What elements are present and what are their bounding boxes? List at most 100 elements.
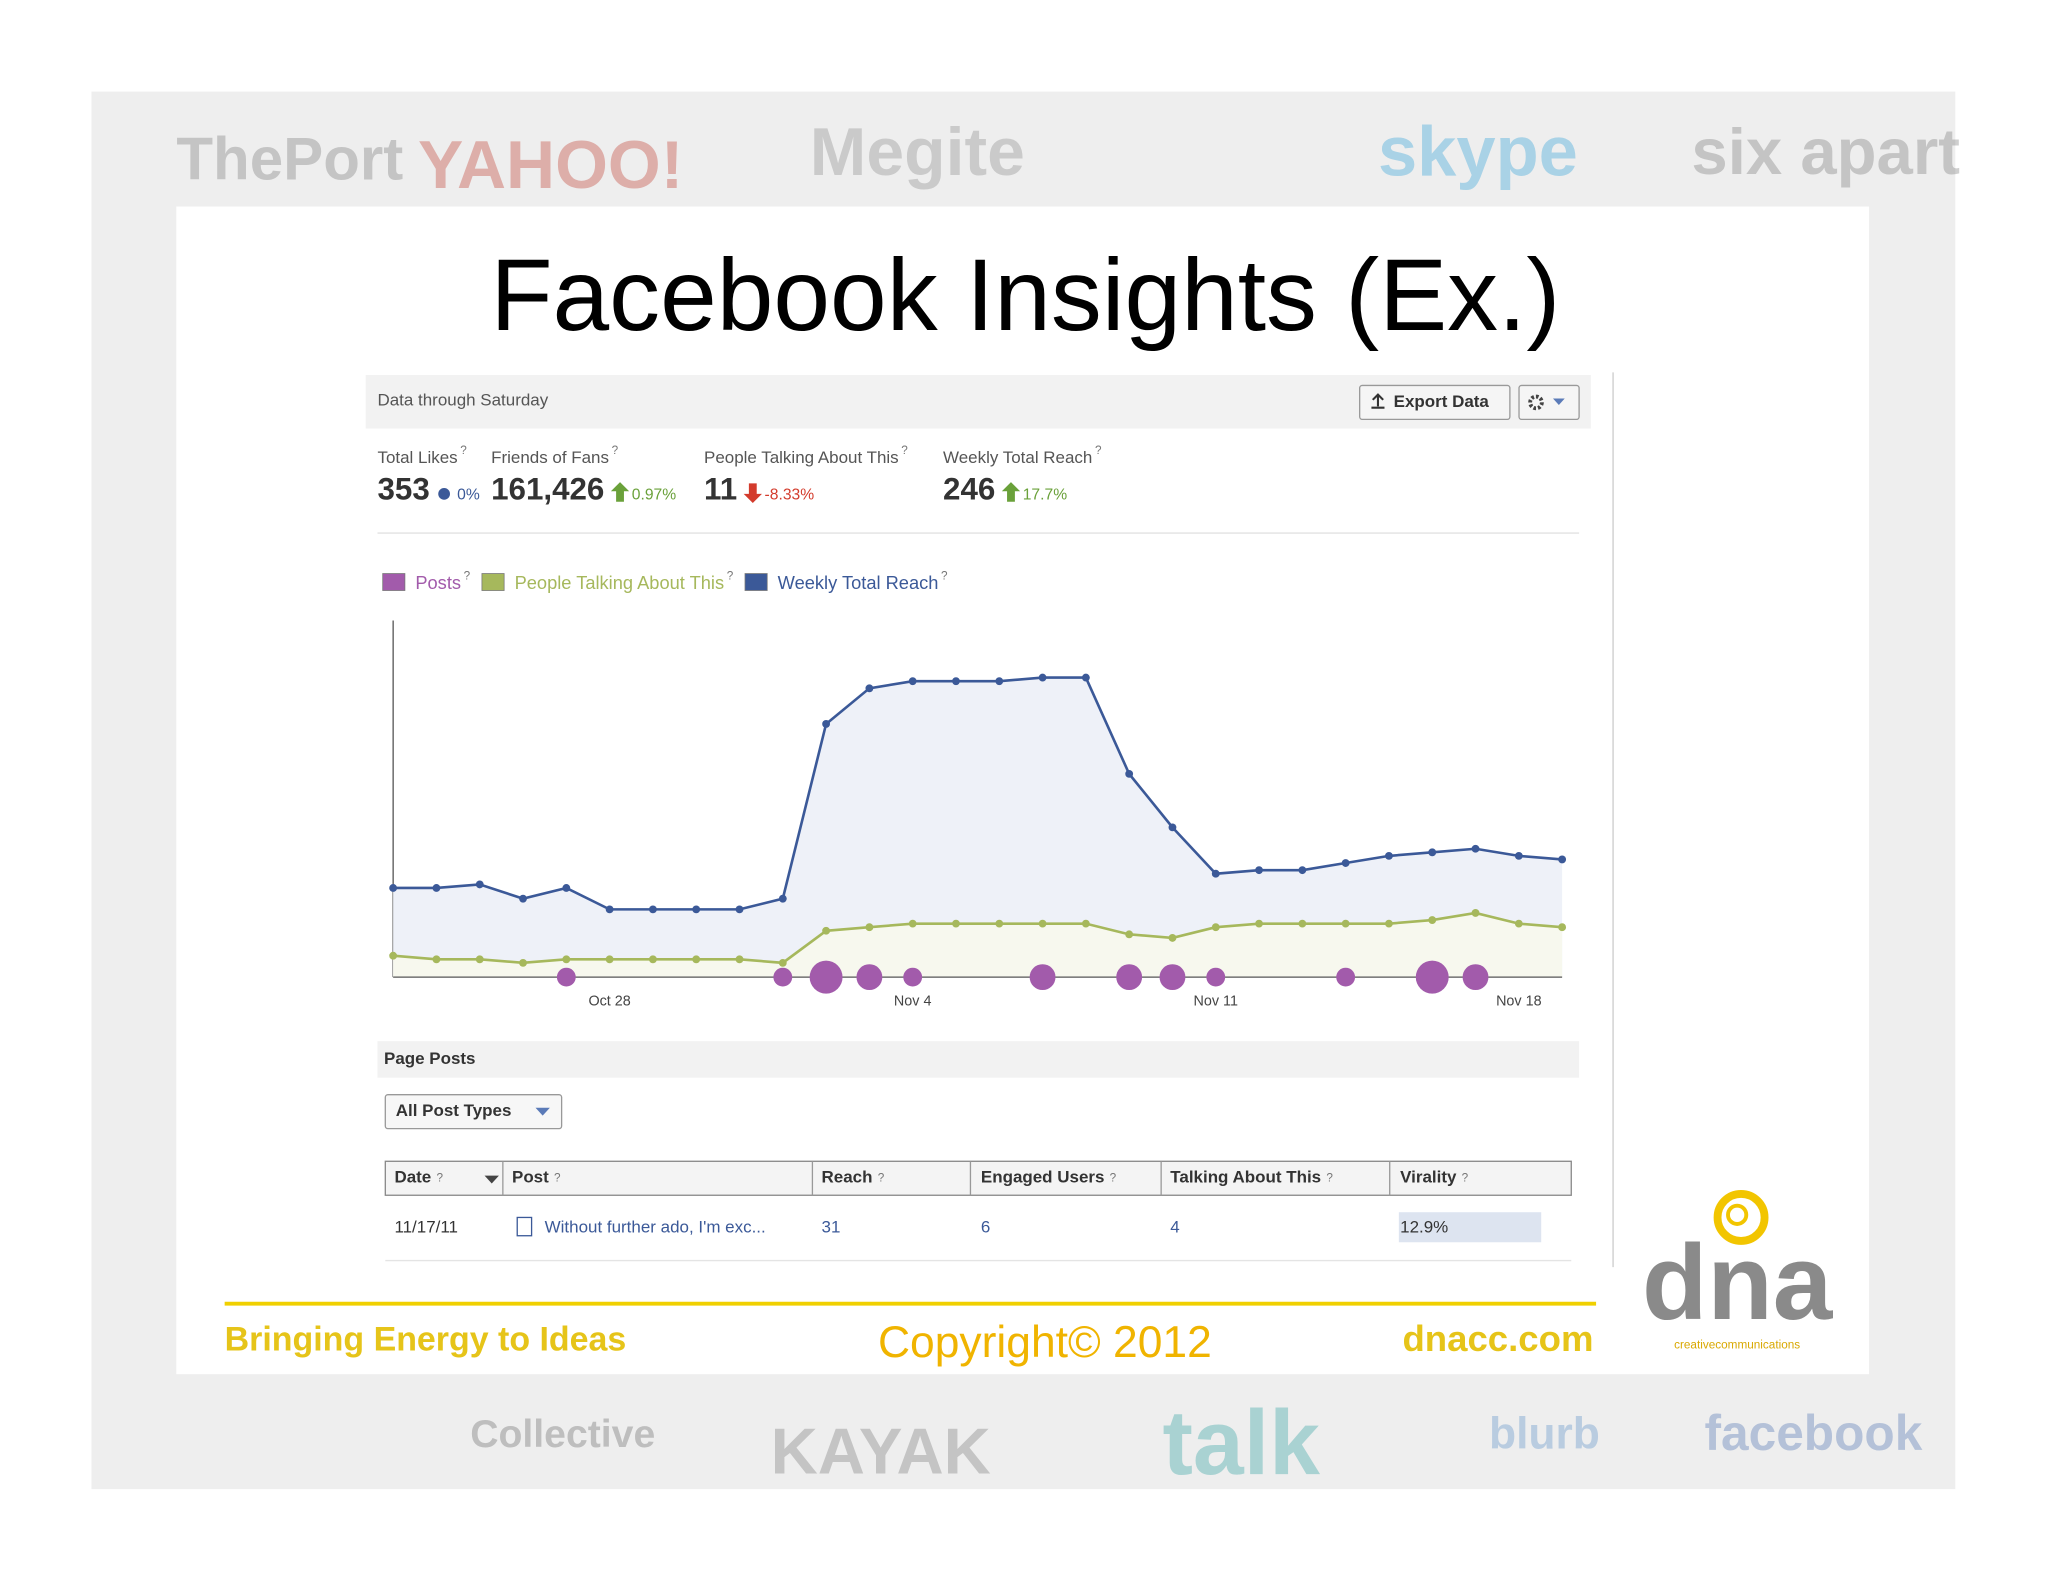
post-type-filter[interactable] xyxy=(384,1094,563,1130)
point xyxy=(1125,769,1134,778)
export-icon xyxy=(1371,393,1385,409)
post-bubble[interactable] xyxy=(1415,960,1449,994)
stat-label: Friends of Fans xyxy=(491,448,609,467)
column-header[interactable]: Virality xyxy=(1400,1168,1457,1187)
column-header[interactable]: Date xyxy=(394,1168,431,1187)
chart: Oct 28 Nov 4 Nov 11 Nov 18 xyxy=(389,620,1567,1010)
help-mark[interactable]: ? xyxy=(554,1171,561,1184)
point xyxy=(432,884,441,892)
point xyxy=(605,955,614,964)
point xyxy=(1385,919,1393,928)
point xyxy=(1125,930,1134,939)
stat-label: Total Likes xyxy=(377,448,457,467)
trend-icon xyxy=(438,487,450,500)
point xyxy=(908,919,917,928)
post-bubble[interactable] xyxy=(556,967,576,987)
point xyxy=(692,955,701,964)
point xyxy=(778,894,787,903)
post-bubble[interactable] xyxy=(1206,967,1226,987)
point xyxy=(519,894,527,903)
filter-arrow xyxy=(535,1107,550,1116)
legend-label[interactable]: People Talking About This xyxy=(515,572,725,593)
post-bubble[interactable] xyxy=(903,967,923,987)
help-mark[interactable]: ? xyxy=(878,1171,885,1184)
point xyxy=(735,955,744,964)
help-mark[interactable]: ? xyxy=(460,444,467,457)
legend-swatch xyxy=(382,573,406,591)
export-button[interactable] xyxy=(1359,384,1511,421)
point xyxy=(1255,919,1263,928)
table-cell: 11/17/11 xyxy=(394,1217,458,1236)
post-bubble[interactable] xyxy=(856,964,883,991)
background-logo: KAYAK xyxy=(771,1415,991,1488)
point xyxy=(1038,673,1047,682)
stat-value: 353 xyxy=(377,472,429,507)
settings-button[interactable] xyxy=(1518,384,1580,421)
copyright: Copyright© 2012 xyxy=(878,1318,1212,1367)
point xyxy=(1558,855,1567,864)
x-tick-label: Nov 18 xyxy=(1496,994,1542,1010)
column-header[interactable]: Reach xyxy=(822,1168,873,1187)
help-mark[interactable]: ? xyxy=(464,569,471,582)
stat-change: 0% xyxy=(457,486,480,503)
column-header[interactable]: Post xyxy=(512,1168,549,1187)
point xyxy=(1168,933,1177,942)
stat-value: 246 xyxy=(943,472,995,507)
column-header[interactable]: Engaged Users xyxy=(981,1168,1105,1187)
point xyxy=(1428,848,1437,857)
help-mark[interactable]: ? xyxy=(901,444,908,457)
table-cell: 6 xyxy=(981,1217,990,1236)
point xyxy=(692,905,701,914)
stat-change: -8.33% xyxy=(765,486,815,503)
point xyxy=(475,880,484,889)
point xyxy=(1341,919,1350,928)
post-bubble[interactable] xyxy=(1336,967,1356,987)
export-label[interactable]: Export Data xyxy=(1394,392,1490,411)
help-mark[interactable]: ? xyxy=(1462,1171,1469,1184)
help-mark[interactable]: ? xyxy=(612,444,619,457)
point xyxy=(1168,823,1177,832)
point xyxy=(1514,851,1523,860)
help-mark[interactable]: ? xyxy=(1095,444,1102,457)
point xyxy=(735,905,744,914)
legend: Posts? People Talking About This? Weekly T… xyxy=(382,569,948,593)
table-cell: 12.9% xyxy=(1400,1217,1448,1236)
point xyxy=(1211,923,1220,932)
post-icon xyxy=(516,1216,533,1237)
help-mark[interactable]: ? xyxy=(941,569,948,582)
help-mark[interactable]: ? xyxy=(1326,1171,1333,1184)
legend-label[interactable]: Weekly Total Reach xyxy=(778,572,939,593)
background-logo: blurb xyxy=(1489,1410,1600,1459)
post-bubble[interactable] xyxy=(1116,964,1143,991)
post-bubble[interactable] xyxy=(1159,964,1186,991)
background-logos: ThePort YAHOO! Megite skype six apart Collect… xyxy=(176,112,1960,1495)
post-bubble[interactable] xyxy=(809,960,843,994)
logo-swirl-inner xyxy=(1726,1203,1749,1226)
sort-arrow[interactable] xyxy=(484,1175,499,1184)
help-mark[interactable]: ? xyxy=(436,1171,443,1184)
post-bubble[interactable] xyxy=(773,967,793,987)
legend-label[interactable]: Posts xyxy=(415,572,461,593)
point xyxy=(952,677,960,686)
point xyxy=(1038,919,1047,928)
table-header xyxy=(384,1160,1572,1196)
post-bubble[interactable] xyxy=(1029,964,1056,991)
stat-label: People Talking About This xyxy=(704,448,899,467)
post-type-label[interactable]: All Post Types xyxy=(396,1101,512,1120)
help-mark[interactable]: ? xyxy=(727,569,734,582)
point xyxy=(952,919,960,928)
logo-swirl xyxy=(1713,1190,1769,1245)
logo-subtitle: creativecommunications xyxy=(1674,1339,1800,1352)
line xyxy=(393,676,1563,911)
stat-label: Weekly Total Reach xyxy=(943,448,1092,467)
point xyxy=(1341,859,1350,867)
post-bubble[interactable] xyxy=(1462,964,1489,991)
point xyxy=(1081,919,1090,928)
point xyxy=(865,684,874,693)
point xyxy=(605,905,614,914)
table-cell[interactable]: Without further ado, I'm exc... xyxy=(545,1217,766,1236)
help-mark[interactable]: ? xyxy=(1110,1171,1117,1184)
column-header[interactable]: Talking About This xyxy=(1170,1168,1321,1187)
point xyxy=(1385,851,1393,860)
point xyxy=(822,720,831,728)
